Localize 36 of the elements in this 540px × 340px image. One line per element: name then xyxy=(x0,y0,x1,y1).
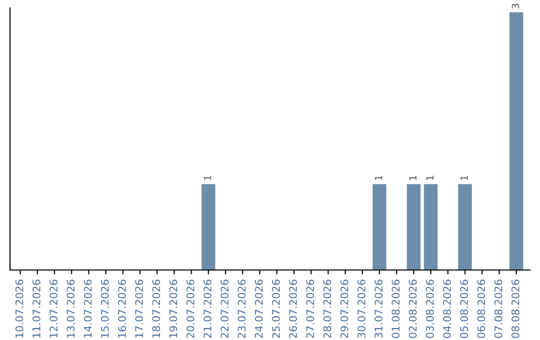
data-label: 1 xyxy=(409,176,416,180)
x-tick-label: 12.07.2026 xyxy=(50,280,58,338)
data-label: 1 xyxy=(426,176,434,180)
data-label: 1 xyxy=(375,176,382,180)
x-tick-label: 29.07.2026 xyxy=(340,280,348,338)
x-tick-label: 16.07.2026 xyxy=(118,280,126,338)
x-tick-label: 14.07.2026 xyxy=(84,280,92,338)
x-tick-label: 24.07.2026 xyxy=(254,280,263,338)
x-tick-label: 28.07.2026 xyxy=(323,280,332,338)
data-label: 1 xyxy=(460,176,468,180)
x-tick-label: 11.07.2026 xyxy=(32,280,40,338)
x-tick-label: 18.07.2026 xyxy=(152,280,160,338)
data-label: 3 xyxy=(512,4,520,8)
x-tick-label: 30.07.2026 xyxy=(358,280,366,338)
x-tick-label: 17.07.2026 xyxy=(135,280,144,338)
x-tick-label: 06.08.2026 xyxy=(477,280,486,338)
x-tick-label: 04.08.2026 xyxy=(443,280,451,338)
x-tick-label: 07.08.2026 xyxy=(494,280,502,338)
x-tick-label: 21.07.2026 xyxy=(204,280,212,338)
x-tick-label: 20.07.2026 xyxy=(186,280,194,338)
x-tick-label: 27.07.2026 xyxy=(306,280,314,338)
x-tick-label: 26.07.2026 xyxy=(289,280,297,338)
x-tick-label: 05.08.2026 xyxy=(460,280,468,338)
x-tick-label: 22.07.2026 xyxy=(220,280,229,338)
x-tick-label: 08.08.2026 xyxy=(511,280,520,338)
x-tick-label: 25.07.2026 xyxy=(272,280,280,338)
x-tick-label: 19.07.2026 xyxy=(169,280,178,338)
x-tick-label: 10.07.2026 xyxy=(15,280,24,338)
x-tick-label: 02.08.2026 xyxy=(408,280,417,338)
x-tick-label: 31.07.2026 xyxy=(374,280,382,338)
x-tick-label: 01.08.2026 xyxy=(392,280,400,338)
data-label: 1 xyxy=(204,176,212,180)
x-tick-label: 03.08.2026 xyxy=(426,280,434,338)
x-tick-label: 13.07.2026 xyxy=(66,280,75,338)
x-tick-label: 23.07.2026 xyxy=(238,280,246,338)
x-tick-label: 15.07.2026 xyxy=(100,280,109,338)
